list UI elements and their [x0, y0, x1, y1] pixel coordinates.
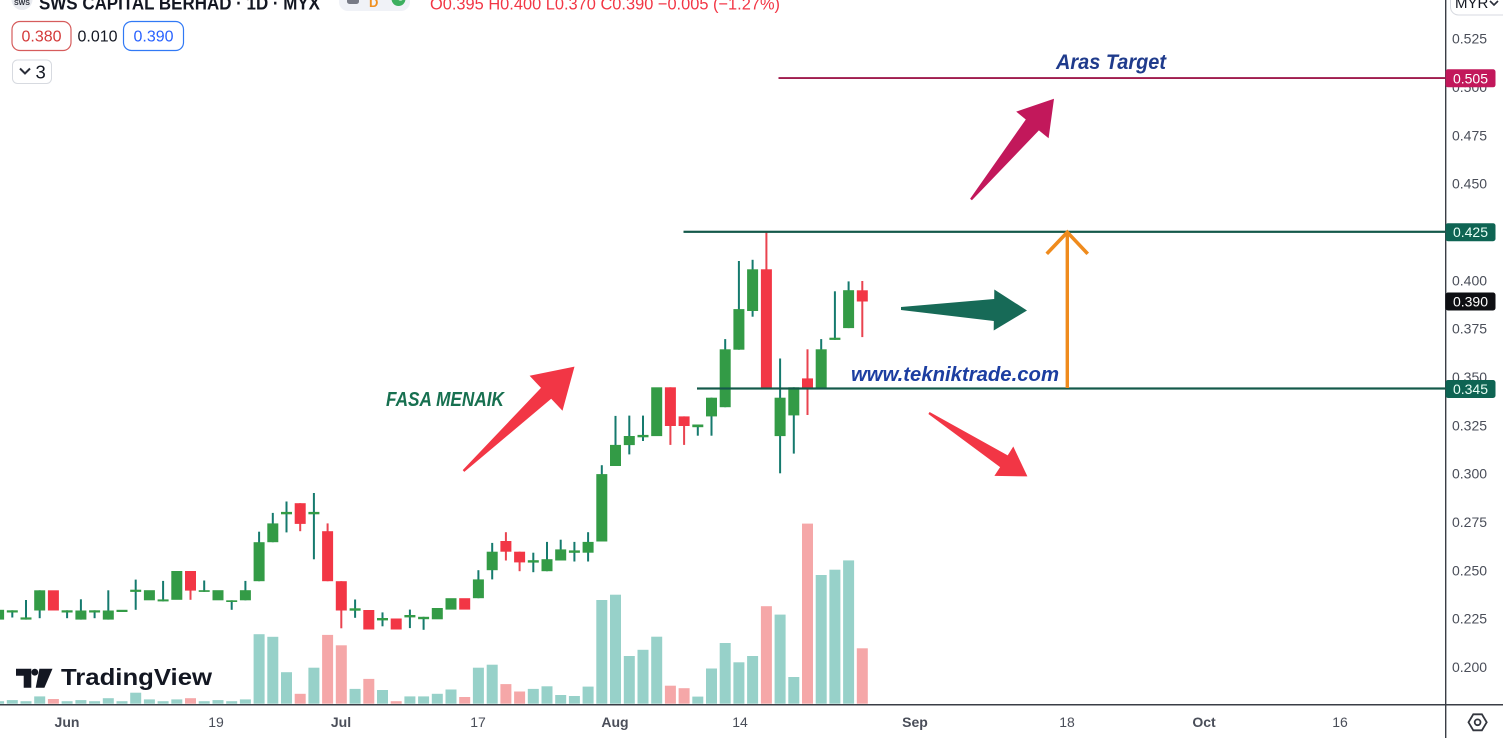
svg-text:SWS: SWS: [14, 0, 30, 7]
svg-text:0.010: 0.010: [77, 29, 117, 46]
svg-text:0.400: 0.400: [1452, 272, 1487, 288]
svg-text:Aug: Aug: [601, 714, 628, 730]
svg-text:17: 17: [470, 714, 486, 730]
svg-text:www.tekniktrade.com: www.tekniktrade.com: [851, 363, 1059, 386]
svg-text:0.525: 0.525: [1452, 31, 1487, 47]
svg-text:Aras Target: Aras Target: [1055, 51, 1167, 74]
svg-text:SWS CAPITAL BERHAD · 1D · MYX: SWS CAPITAL BERHAD · 1D · MYX: [39, 0, 320, 14]
svg-text:0.380: 0.380: [21, 29, 61, 46]
svg-text:0.250: 0.250: [1452, 562, 1487, 578]
svg-text:19: 19: [208, 714, 224, 730]
svg-text:16: 16: [1332, 714, 1348, 730]
svg-text:0.375: 0.375: [1452, 321, 1487, 337]
svg-text:0.275: 0.275: [1452, 514, 1487, 530]
svg-text:0.390: 0.390: [1453, 294, 1488, 310]
svg-text:0.425: 0.425: [1453, 224, 1488, 240]
svg-text:0.390: 0.390: [133, 29, 173, 46]
svg-text:O0.395 H0.400 L0.370 C0.390 −0: O0.395 H0.400 L0.370 C0.390 −0.005 (−1.2…: [430, 0, 780, 14]
svg-text:0.475: 0.475: [1452, 127, 1487, 143]
svg-text:Oct: Oct: [1192, 714, 1216, 730]
svg-text:0.225: 0.225: [1452, 611, 1487, 627]
svg-text:0.505: 0.505: [1453, 70, 1488, 86]
svg-text:3: 3: [36, 62, 46, 83]
svg-text:TradingView: TradingView: [61, 664, 212, 690]
svg-text:0.300: 0.300: [1452, 466, 1487, 482]
svg-text:14: 14: [732, 714, 748, 730]
svg-text:0.450: 0.450: [1452, 176, 1487, 192]
svg-text:0.200: 0.200: [1452, 659, 1487, 675]
svg-text:MYR: MYR: [1455, 0, 1489, 12]
svg-text:Jun: Jun: [55, 714, 80, 730]
svg-text:Sep: Sep: [902, 714, 928, 730]
svg-text:FASA MENAIK: FASA MENAIK: [386, 389, 505, 411]
svg-text:0.325: 0.325: [1452, 417, 1487, 433]
svg-text:0.345: 0.345: [1453, 381, 1488, 397]
svg-text:Jul: Jul: [331, 714, 351, 730]
svg-text:D: D: [369, 0, 378, 10]
svg-text:18: 18: [1059, 714, 1075, 730]
